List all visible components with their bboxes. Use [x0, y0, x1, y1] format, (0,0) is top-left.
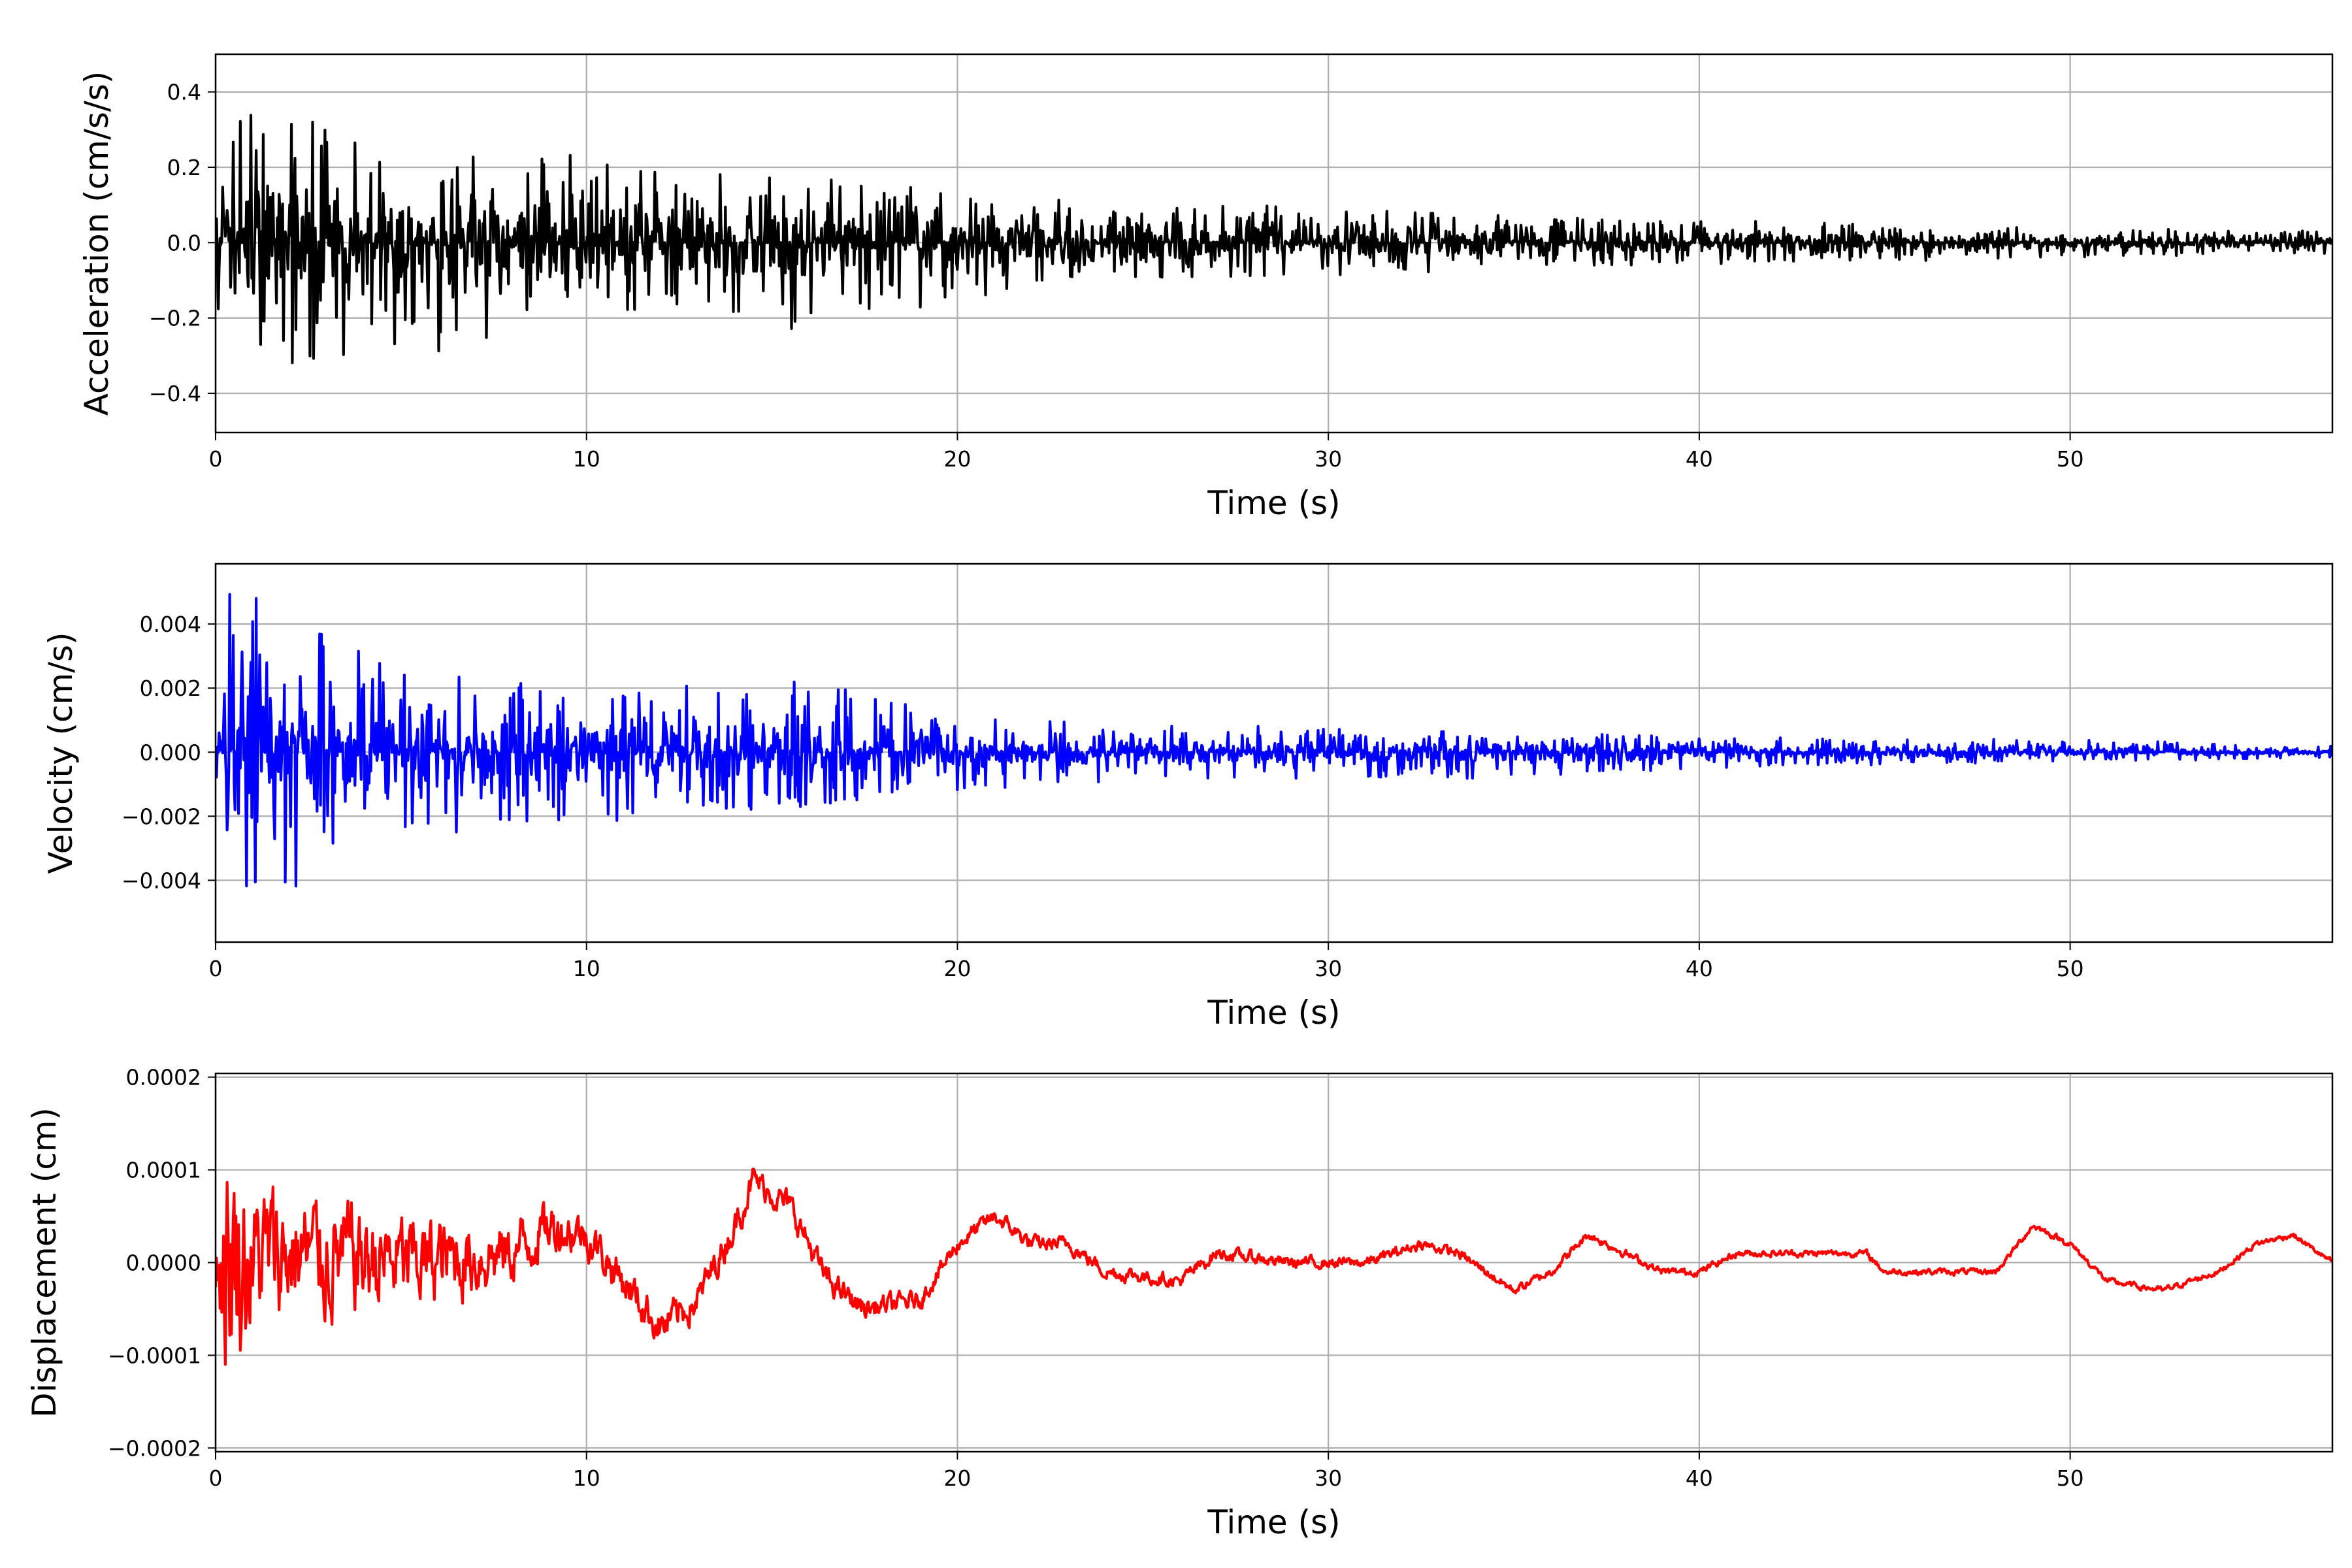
x-tick-label: 0 — [209, 446, 223, 472]
axes-frame — [214, 563, 2334, 943]
y-tick-label: 0.2 — [167, 155, 201, 180]
acceleration-subplot: 0 10 20 30 40 50 −0.4 −0.2 0.0 0.2 0.4 Time (s) Acce… — [78, 53, 2334, 522]
x-tick-label: 50 — [2057, 446, 2084, 472]
y-tick-label: −0.0001 — [108, 1343, 201, 1368]
x-tick-label: 30 — [1315, 956, 1342, 981]
y-tick-label: −0.4 — [149, 381, 201, 406]
displacement-line — [216, 1168, 2332, 1366]
velocity-line — [216, 593, 2332, 888]
x-tick-label: 50 — [2057, 1465, 2084, 1491]
y-axis-label: Acceleration (cm/s/s) — [78, 71, 116, 416]
acceleration-line — [216, 114, 2332, 365]
x-tick-label: 30 — [1315, 446, 1342, 472]
x-tick-label: 30 — [1315, 1465, 1342, 1491]
y-tick-label: 0.0002 — [126, 1065, 201, 1090]
y-tick-label: 0.000 — [140, 740, 201, 765]
y-axis-label: Displacement (cm) — [25, 1107, 63, 1418]
y-axis-label: Velocity (cm/s) — [42, 632, 80, 874]
x-axis-label: Time (s) — [1207, 1503, 1340, 1541]
x-axis-label: Time (s) — [1207, 994, 1340, 1032]
y-tick-label: −0.0002 — [108, 1435, 201, 1461]
y-tick-label: 0.004 — [140, 612, 201, 637]
x-axis-label: Time (s) — [1207, 484, 1340, 522]
x-tick-label: 20 — [943, 1465, 971, 1491]
displacement-subplot: 0 10 20 30 40 50 −0.0002 −0.0001 0.0000 0.0001 0.0… — [25, 1065, 2334, 1541]
x-tick-label: 0 — [209, 956, 223, 981]
y-tick-label: 0.0 — [167, 230, 201, 255]
x-tick-label: 20 — [943, 956, 971, 981]
x-tick-label: 20 — [943, 446, 971, 472]
velocity-subplot: 0 10 20 30 40 50 −0.004 −0.002 0.000 0.002 0.004 Ti… — [42, 563, 2334, 1032]
x-tick-label: 10 — [573, 446, 600, 472]
x-tick-label: 10 — [573, 1465, 600, 1491]
y-tick-label: 0.002 — [140, 676, 201, 701]
axes-frame — [214, 53, 2334, 434]
x-tick-label: 50 — [2057, 956, 2084, 981]
x-tick-label: 40 — [1686, 956, 1713, 981]
x-tick-label: 40 — [1686, 446, 1713, 472]
y-tick-label: −0.2 — [149, 306, 201, 331]
x-tick-label: 0 — [209, 1465, 223, 1491]
x-tick-label: 40 — [1686, 1465, 1713, 1491]
y-tick-label: 0.0000 — [126, 1250, 201, 1276]
axes-frame — [214, 1072, 2334, 1453]
x-tick-label: 10 — [573, 956, 600, 981]
y-tick-label: −0.002 — [122, 804, 201, 829]
y-tick-label: 0.4 — [167, 80, 201, 105]
y-tick-label: 0.0001 — [126, 1158, 201, 1183]
y-tick-label: −0.004 — [122, 868, 201, 893]
